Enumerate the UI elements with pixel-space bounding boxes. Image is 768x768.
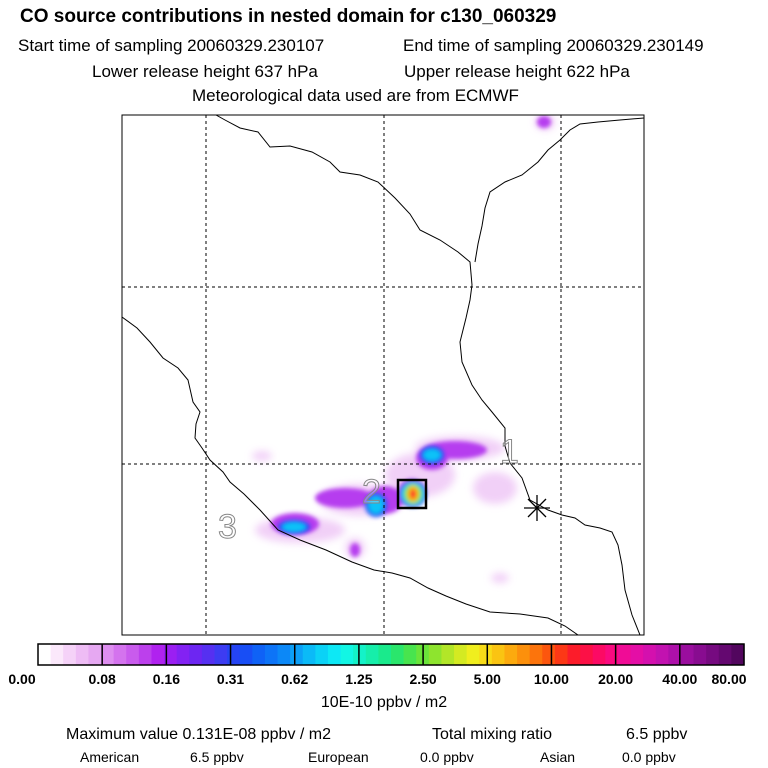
- marker-label-3: 3: [218, 508, 237, 546]
- colorbar-cell: [138, 644, 153, 665]
- region-asian-value: 0.0 ppbv: [622, 749, 676, 765]
- plume-outer: [252, 115, 555, 583]
- end-time-label: End time of sampling 20060329.230149: [403, 36, 704, 55]
- colorbar-cell: [340, 644, 354, 665]
- colorbar-cell: [239, 644, 253, 665]
- colorbar-cell: [491, 644, 506, 665]
- colorbar-cell: [63, 644, 77, 665]
- colorbar-cell: [693, 644, 707, 665]
- upper-release-label: Upper release height 622 hPa: [404, 62, 630, 81]
- plume-inner: [278, 446, 444, 534]
- colorbar-tick-label: 80.00: [711, 671, 747, 687]
- colorbar-cell: [403, 644, 417, 665]
- colorbar-cell: [50, 644, 64, 665]
- max-value-box: [396, 478, 428, 510]
- colorbar-cell: [731, 644, 745, 665]
- colorbar: [37, 643, 745, 666]
- colorbar-cell: [176, 644, 190, 665]
- colorbar-cell: [466, 644, 480, 665]
- colorbar-cell: [605, 644, 619, 665]
- colorbar-tick-label: 0.16: [152, 671, 180, 687]
- colorbar-cell: [441, 644, 455, 665]
- colorbar-cell: [517, 644, 531, 665]
- colorbar-cell: [378, 644, 392, 665]
- colorbar-cell: [277, 644, 291, 665]
- marker-label-2: 2: [362, 473, 381, 511]
- region-american-name: American: [80, 749, 140, 765]
- colorbar-cell: [428, 644, 443, 665]
- colorbar-cell: [580, 644, 594, 665]
- colorbar-cell: [214, 644, 228, 665]
- map-frame: [121, 114, 645, 636]
- colorbar-cell: [630, 644, 644, 665]
- colorbar-cell: [290, 644, 304, 665]
- colorbar-cell: [75, 644, 90, 665]
- region-asian-name: Asian: [540, 749, 576, 765]
- colorbar-cell: [391, 644, 405, 665]
- colorbar-cell: [718, 644, 732, 665]
- colorbar-cell: [302, 644, 316, 665]
- colorbar-tick-label: 2.50: [409, 671, 437, 687]
- start-time-label: Start time of sampling 20060329.230107: [18, 36, 325, 55]
- colorbar-cell: [38, 644, 52, 665]
- colorbar-tick-label: 0.62: [281, 671, 309, 687]
- colorbar-cell: [655, 644, 669, 665]
- colorbar-cell: [617, 644, 632, 665]
- colorbar-cell: [264, 644, 279, 665]
- colorbar-cell: [668, 644, 682, 665]
- lower-release-label: Lower release height 637 hPa: [92, 62, 318, 81]
- colorbar-tick-label: 20.00: [598, 671, 634, 687]
- colorbar-cell: [542, 644, 556, 665]
- colorbar-cell: [554, 644, 569, 665]
- measurement-location-marker: [524, 495, 550, 521]
- colorbar-cell: [315, 644, 329, 665]
- colorbar-cell: [479, 644, 493, 665]
- colorbar-tick-label: 0.08: [88, 671, 116, 687]
- colorbar-cell: [201, 644, 216, 665]
- colorbar-cell: [504, 644, 518, 665]
- plume-markers: 1 2 3: [218, 433, 520, 547]
- colorbar-cell: [164, 644, 178, 665]
- colorbar-cell: [327, 644, 342, 665]
- colorbar-tick-label: 1.25: [345, 671, 373, 687]
- colorbar-cell: [643, 644, 657, 665]
- concentration-field: [252, 115, 555, 583]
- total-mixing-label: Total mixing ratio: [432, 726, 553, 743]
- colorbar-cell: [567, 644, 581, 665]
- colorbar-frame: [37, 643, 745, 666]
- colorbar-cell: [680, 644, 695, 665]
- graticule: [122, 115, 644, 635]
- colorbar-cell: [151, 644, 165, 665]
- colorbar-tick-label: 10.00: [533, 671, 569, 687]
- region-european-name: European: [308, 749, 369, 765]
- colorbar-cell: [353, 644, 367, 665]
- colorbar-cell: [529, 644, 543, 665]
- coastline: [122, 115, 644, 635]
- colorbar-tick-label: 40.00: [662, 671, 698, 687]
- total-mixing-value: 6.5 ppbv: [626, 726, 688, 743]
- colorbar-cell: [113, 644, 127, 665]
- plot-title: CO source contributions in nested domain…: [20, 6, 557, 27]
- region-european-value: 0.0 ppbv: [420, 749, 474, 765]
- colorbar-tick-label: 0.00: [8, 671, 36, 687]
- region-american-value: 6.5 ppbv: [190, 749, 244, 765]
- colorbar-cell: [365, 644, 379, 665]
- colorbar-cell: [252, 644, 266, 665]
- colorbar-cell: [126, 644, 140, 665]
- colorbar-cell: [88, 644, 102, 665]
- colorbar-cell: [454, 644, 468, 665]
- colorbar-tick-label: 0.31: [216, 671, 245, 687]
- max-value-label: Maximum value 0.131E-08 ppbv / m2: [66, 726, 332, 743]
- marker-label-1: 1: [500, 433, 519, 471]
- colorbar-cell: [189, 644, 203, 665]
- colorbar-cell: [592, 644, 606, 665]
- met-data-label: Meteorological data used are from ECMWF: [192, 86, 519, 105]
- colorbar-cell: [227, 644, 241, 665]
- colorbar-cell: [706, 644, 720, 665]
- colorbar-cell: [101, 644, 115, 665]
- colorbar-tick-label: 5.00: [473, 671, 501, 687]
- colorbar-units: 10E-10 ppbv / m2: [320, 694, 448, 711]
